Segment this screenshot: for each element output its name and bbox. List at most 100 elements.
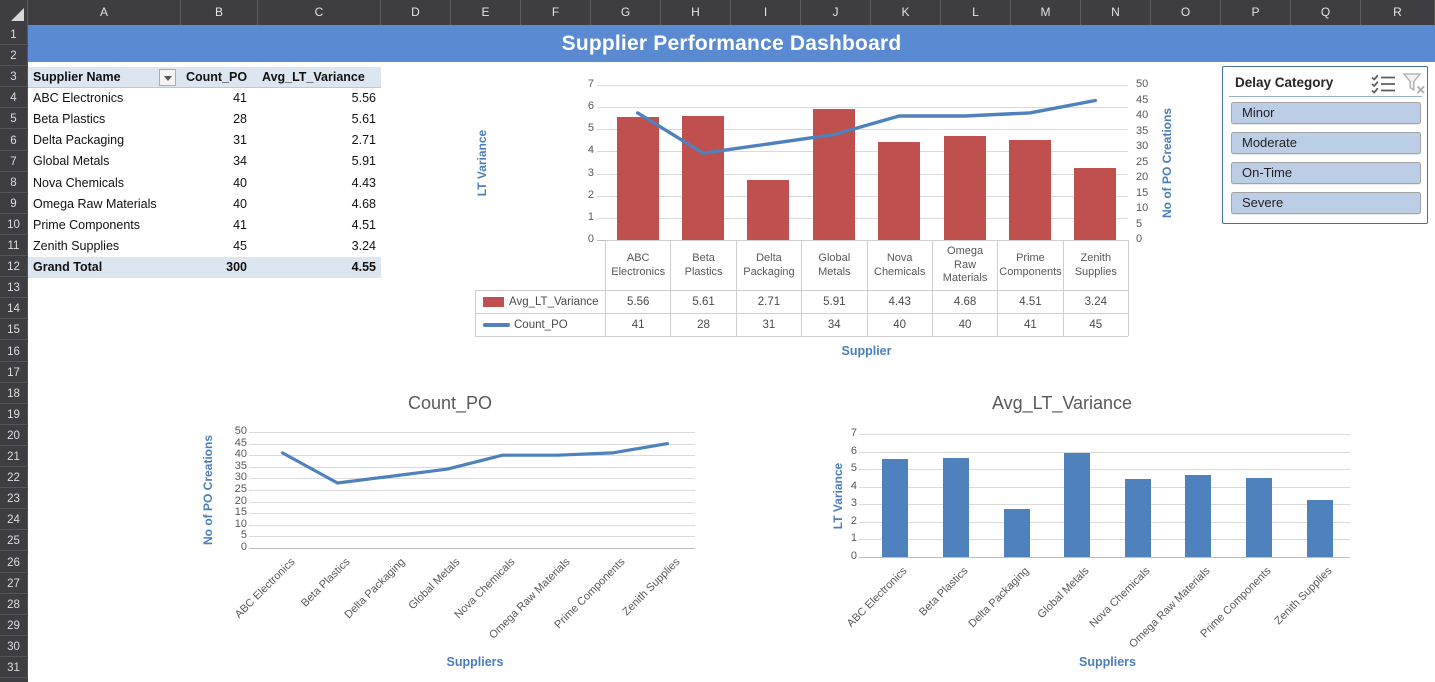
pivot-header-avg-lt-variance[interactable]: Avg_LT_Variance (262, 70, 365, 84)
pivot-supplier-name-cell[interactable]: Omega Raw Materials (33, 196, 157, 211)
pivot-header-supplier-name[interactable]: Supplier Name (33, 70, 121, 84)
row-header-17[interactable]: 17 (0, 362, 28, 383)
row-header-28[interactable]: 28 (0, 594, 28, 615)
pivot-count-po-cell[interactable]: 45 (233, 238, 247, 253)
column-header-C[interactable]: C (258, 0, 381, 25)
slicer-button-moderate[interactable]: Moderate (1231, 132, 1421, 154)
select-all-corner[interactable] (0, 0, 28, 25)
slicer-button-severe[interactable]: Severe (1231, 192, 1421, 214)
y-axis-tick-label: 30 (234, 471, 247, 484)
pivot-supplier-name-cell[interactable]: Zenith Supplies (33, 238, 120, 253)
row-header-18[interactable]: 18 (0, 383, 28, 404)
column-header-F[interactable]: F (521, 0, 591, 25)
row-header-8[interactable]: 8 (0, 172, 28, 193)
row-header-9[interactable]: 9 (0, 193, 28, 214)
row-header-29[interactable]: 29 (0, 615, 28, 636)
grand-total-avg-lt-variance[interactable]: 4.55 (351, 259, 376, 274)
row-header-1[interactable]: 1 (0, 25, 28, 46)
pivot-count-po-cell[interactable]: 40 (233, 175, 247, 190)
row-header-4[interactable]: 4 (0, 88, 28, 109)
x-axis-category-label: Nova Chemicals (451, 556, 517, 622)
column-header-K[interactable]: K (871, 0, 941, 25)
column-header-P[interactable]: P (1221, 0, 1291, 25)
pivot-supplier-name-cell[interactable]: Nova Chemicals (33, 175, 125, 190)
pivot-count-po-cell[interactable]: 34 (233, 154, 247, 169)
column-header-R[interactable]: R (1361, 0, 1435, 25)
data-table-border-right (1128, 240, 1129, 336)
column-header-M[interactable]: M (1011, 0, 1081, 25)
row-header-15[interactable]: 15 (0, 320, 28, 341)
row-header-16[interactable]: 16 (0, 341, 28, 362)
pivot-avg-lt-variance-cell[interactable]: 5.56 (351, 91, 376, 106)
y-axis-tick-label: 1 (850, 532, 857, 545)
row-header-6[interactable]: 6 (0, 130, 28, 151)
pivot-count-po-cell[interactable]: 40 (233, 196, 247, 211)
row-header-5[interactable]: 5 (0, 109, 28, 130)
pivot-avg-lt-variance-cell[interactable]: 2.71 (351, 133, 376, 148)
pivot-count-po-cell[interactable]: 28 (233, 112, 247, 127)
filter-dropdown-button[interactable] (159, 69, 176, 86)
row-header-10[interactable]: 10 (0, 214, 28, 235)
pivot-avg-lt-variance-cell[interactable]: 5.61 (351, 112, 376, 127)
column-header-E[interactable]: E (451, 0, 521, 25)
row-header-3[interactable]: 3 (0, 67, 28, 88)
pivot-supplier-name-cell[interactable]: Beta Plastics (33, 112, 106, 127)
row-header-25[interactable]: 25 (0, 531, 28, 552)
pivot-avg-lt-variance-cell[interactable]: 3.24 (351, 238, 376, 253)
row-header-31[interactable]: 31 (0, 658, 28, 679)
column-header-I[interactable]: I (731, 0, 801, 25)
y-axis-tick-label: 5 (850, 462, 857, 475)
multi-select-icon[interactable] (1371, 74, 1396, 94)
count-po-line-chart[interactable]: Count_PO 50 45 40 35 30 25 20 15 10 5 0 No of PO Cre… (185, 385, 730, 682)
column-header-A[interactable]: A (28, 0, 181, 25)
pivot-avg-lt-variance-cell[interactable]: 4.68 (351, 196, 376, 211)
column-header-J[interactable]: J (801, 0, 871, 25)
pivot-avg-lt-variance-cell[interactable]: 5.91 (351, 154, 376, 169)
pivot-avg-lt-variance-cell[interactable]: 4.43 (351, 175, 376, 190)
row-header-24[interactable]: 24 (0, 510, 28, 531)
row-header-26[interactable]: 26 (0, 552, 28, 573)
combo-chart-supplier-performance[interactable]: 7 6 5 4 3 2 1 0 0 5 10 15 20 25 30 35 40 45 50 LT Variance N… (430, 70, 1180, 360)
row-header-13[interactable]: 13 (0, 278, 28, 299)
pivot-supplier-name-cell[interactable]: Global Metals (33, 154, 110, 169)
grand-total-count-po[interactable]: 300 (226, 259, 247, 274)
pivot-count-po-cell[interactable]: 31 (233, 133, 247, 148)
column-header-N[interactable]: N (1081, 0, 1151, 25)
column-header-G[interactable]: G (591, 0, 661, 25)
column-header-H[interactable]: H (661, 0, 731, 25)
avg-lt-variance-bar-chart[interactable]: Avg_LT_Variance 7 6 5 4 3 2 1 0 LT Variance ABC El… (800, 385, 1365, 682)
clear-filter-icon[interactable] (1402, 73, 1426, 94)
column-header-Q[interactable]: Q (1291, 0, 1361, 25)
grand-total-label[interactable]: Grand Total (33, 259, 103, 274)
row-header-20[interactable]: 20 (0, 425, 28, 446)
row-header-30[interactable]: 30 (0, 636, 28, 657)
column-header-O[interactable]: O (1151, 0, 1221, 25)
row-header-7[interactable]: 7 (0, 151, 28, 172)
slicer-button-minor[interactable]: Minor (1231, 102, 1421, 124)
pivot-count-po-cell[interactable]: 41 (233, 217, 247, 232)
row-header-19[interactable]: 19 (0, 404, 28, 425)
pivot-count-po-cell[interactable]: 41 (233, 91, 247, 106)
pivot-supplier-name-cell[interactable]: Prime Components (33, 217, 140, 232)
pivot-avg-lt-variance-cell[interactable]: 4.51 (351, 217, 376, 232)
dashboard-title-banner: Supplier Performance Dashboard (28, 25, 1435, 62)
column-header-D[interactable]: D (381, 0, 451, 25)
row-header-23[interactable]: 23 (0, 489, 28, 510)
row-header-27[interactable]: 27 (0, 573, 28, 594)
column-header-L[interactable]: L (941, 0, 1011, 25)
pivot-header-count-po[interactable]: Count_PO (186, 70, 248, 84)
row-header-22[interactable]: 22 (0, 468, 28, 489)
gridline (597, 151, 1128, 153)
data-table-category-cell: Nova Chemicals (866, 240, 932, 290)
delay-category-slicer[interactable]: Delay Category Minor Moderate On-Time Sever… (1222, 66, 1428, 224)
gridline (859, 539, 1350, 541)
row-header-21[interactable]: 21 (0, 447, 28, 468)
slicer-button-on-time[interactable]: On-Time (1231, 162, 1421, 184)
column-header-B[interactable]: B (181, 0, 258, 25)
pivot-supplier-name-cell[interactable]: Delta Packaging (33, 133, 125, 148)
pivot-supplier-name-cell[interactable]: ABC Electronics (33, 91, 124, 106)
row-header-11[interactable]: 11 (0, 236, 28, 257)
row-header-14[interactable]: 14 (0, 299, 28, 320)
row-header-12[interactable]: 12 (0, 257, 28, 278)
row-header-2[interactable]: 2 (0, 46, 28, 67)
